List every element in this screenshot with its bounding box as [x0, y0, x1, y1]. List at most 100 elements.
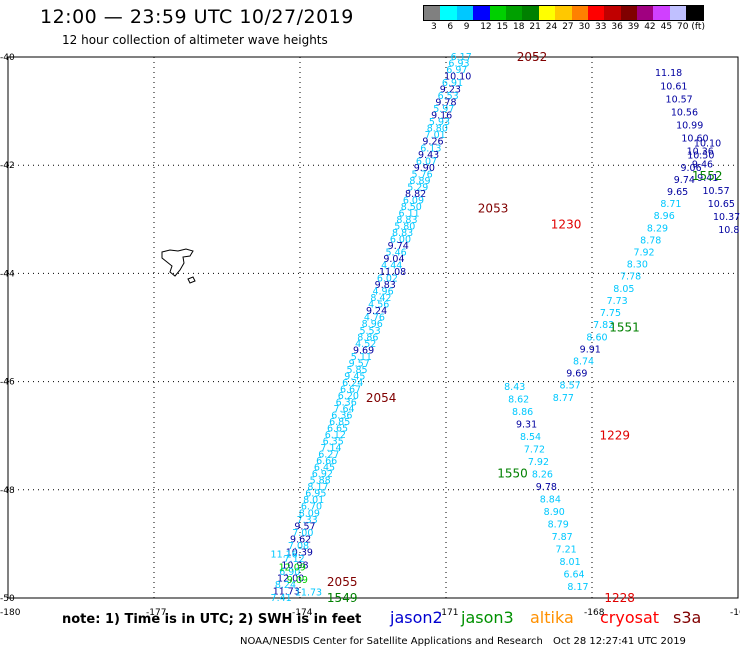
wave-height-value: 10.36	[687, 147, 714, 158]
lat-tick-label: -42	[0, 161, 15, 171]
color-swatch	[571, 6, 588, 20]
lon-tick-label: -171	[438, 608, 458, 618]
wave-height-value: 8.86	[512, 407, 533, 418]
wave-height-value: 10.57	[702, 186, 729, 197]
wave-height-value: 6.65	[327, 424, 348, 435]
wave-height-value: 8.09	[299, 508, 320, 519]
wave-height-value: 8.43	[504, 382, 525, 393]
wave-height-value: 8.77	[553, 393, 574, 404]
wave-height-value: 8.57	[560, 381, 581, 392]
wave-height-value: 10.60	[681, 134, 708, 145]
color-swatch	[620, 6, 638, 20]
color-swatch	[686, 6, 703, 20]
color-scale-label: 45	[660, 22, 673, 32]
wave-height-value: 5.97	[433, 104, 454, 115]
wave-height-value: 9.90	[414, 163, 435, 174]
color-scale-label: 6	[447, 22, 454, 32]
wave-height-value: 7.92	[528, 457, 549, 468]
wave-height-value: 5.80	[394, 221, 415, 232]
color-swatch	[604, 6, 621, 20]
wave-height-value: 9.57	[294, 521, 315, 532]
wave-height-value: 8.01	[303, 495, 324, 506]
color-swatch	[505, 6, 523, 20]
wave-height-value: 8.50	[401, 202, 422, 213]
wave-height-value: 12.09	[279, 562, 306, 573]
color-scale-label: 70	[677, 22, 689, 32]
wave-height-value: 8.83	[396, 215, 417, 226]
wave-height-value: 11.73	[273, 586, 300, 597]
wave-height-value: 8.17	[307, 482, 328, 493]
wave-height-value: 8.42	[370, 293, 391, 304]
wave-height-value: 9.78	[435, 98, 456, 109]
legend-entry-altika: altika	[530, 608, 574, 627]
wave-height-value: 10.56	[671, 107, 698, 118]
legend-entry-jason3: jason3	[461, 608, 514, 627]
wave-height-value: 5.85	[346, 365, 367, 376]
wave-height-value: 8.01	[559, 557, 580, 568]
wave-height-value: 9.41	[697, 173, 718, 184]
wave-height-value: 5.88	[310, 476, 331, 487]
island-outline	[187, 276, 196, 284]
wave-height-value: 5.53	[359, 326, 380, 337]
color-swatch	[637, 6, 654, 20]
wave-height-value: 5.46	[386, 248, 407, 259]
pass-number-label: 2052	[517, 50, 548, 64]
color-swatch	[424, 6, 441, 20]
legend-entry-cryosat: cryosat	[600, 608, 660, 627]
wave-height-value: 9.26	[422, 137, 443, 148]
color-scale-label: 18	[513, 22, 525, 32]
wave-height-value: 8.71	[660, 199, 681, 210]
wave-height-value: 4.96	[372, 287, 393, 298]
wave-height-value: 8.54	[520, 432, 541, 443]
color-swatch	[489, 6, 506, 20]
wave-height-value: 9.09	[287, 575, 308, 586]
color-swatch	[555, 6, 572, 20]
wave-height-value: 9.74	[388, 241, 409, 252]
wave-height-value: 6.92	[312, 469, 333, 480]
wave-height-value: 6.45	[314, 463, 335, 474]
wave-height-value: 8.79	[548, 520, 569, 531]
lat-tick-label: -44	[0, 269, 15, 279]
wave-height-value: 6.12	[325, 430, 346, 441]
wave-height-value: 9.69	[353, 345, 374, 356]
lat-tick-label: -40	[0, 53, 15, 63]
wave-height-value: 10.37	[713, 212, 740, 223]
wave-height-value: 5.93	[429, 117, 450, 128]
wave-height-value: 8.96	[654, 211, 675, 222]
color-scale-label: 12	[480, 22, 492, 32]
wave-height-value: 6.00	[390, 235, 411, 246]
wave-height-value: 6.70	[301, 502, 322, 513]
color-scale-label: 27	[562, 22, 574, 32]
wave-height-value: 9.24	[366, 306, 387, 317]
wave-height-value: 8.74	[573, 357, 594, 368]
wave-height-value: 6.35	[323, 437, 344, 448]
wave-height-value: 4.56	[368, 300, 389, 311]
wave-height-value: 8.90	[544, 507, 565, 518]
lat-tick-label: -46	[0, 378, 15, 388]
wave-height-value: 8.30	[627, 260, 648, 271]
wave-height-value: 7.12	[284, 554, 305, 565]
wave-height-value: 8.29	[647, 223, 668, 234]
wave-height-value: 9.31	[516, 420, 537, 431]
wave-height-value: 8.24	[275, 580, 296, 591]
wave-height-value: 9.23	[440, 85, 461, 96]
wave-height-value: 6.02	[377, 274, 398, 285]
color-swatch	[587, 6, 605, 20]
wave-height-value: 9.65	[667, 187, 688, 198]
wave-height-value: 9.46	[692, 160, 713, 171]
wave-height-value: 6.91	[442, 78, 463, 89]
wave-height-value: 6.64	[563, 570, 584, 581]
wave-height-value: 7.21	[556, 545, 577, 556]
wave-height-value: 11.16	[271, 550, 298, 561]
wave-height-value: 8.84	[540, 495, 561, 506]
wave-height-value: 8.82	[405, 189, 426, 200]
wave-height-value: 9.57	[349, 358, 370, 369]
pass-number-label: 2055	[327, 575, 358, 589]
footer-note: note: 1) Time is in UTC; 2) SWH is in fe…	[62, 612, 362, 627]
wave-height-value: 8.62	[508, 395, 529, 406]
wave-height-value: 10.39	[286, 547, 313, 558]
wave-height-value: 10.99	[676, 121, 703, 132]
lon-tick-label: -168	[584, 608, 605, 618]
color-scale-label: 3	[431, 22, 437, 32]
